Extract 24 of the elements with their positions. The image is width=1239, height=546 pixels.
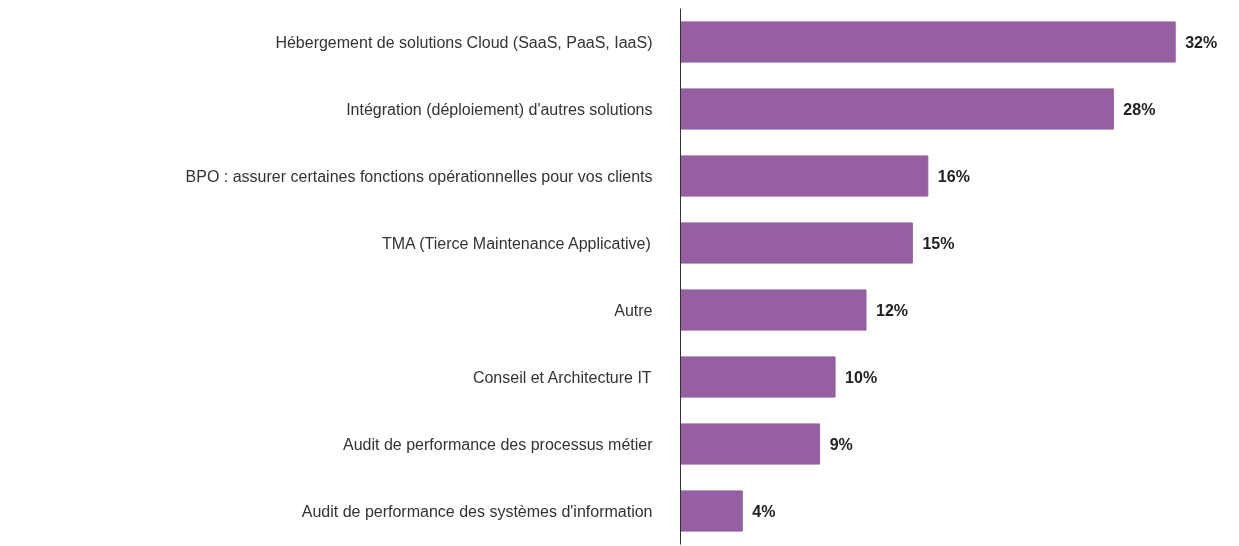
y-tick-label: Intégration (déploiement) d'autres solutions: [346, 100, 653, 118]
bar: [680, 490, 743, 532]
data-label: 4%: [752, 502, 776, 520]
y-tick-label: Hébergement de solutions Cloud (SaaS, PaaS, IaaS): [275, 33, 653, 51]
data-label: 15%: [922, 234, 955, 252]
bar: [680, 21, 1176, 63]
y-tick-label: Audit de performance des processus métier: [343, 435, 654, 453]
data-label: 32%: [1185, 33, 1218, 51]
y-tick-label: Autre: [614, 301, 653, 319]
bar: [680, 222, 913, 264]
bar: [680, 155, 929, 197]
y-tick-label: Conseil et Architecture IT: [472, 368, 652, 386]
data-label: 28%: [1123, 100, 1156, 118]
bar: [680, 356, 836, 398]
data-label: 10%: [845, 368, 878, 386]
bar: [680, 423, 821, 465]
data-label: 12%: [876, 301, 909, 319]
y-tick-label: TMA (Tierce Maintenance Applicative): [381, 234, 651, 252]
bar: [680, 289, 867, 331]
data-label: 16%: [937, 167, 970, 185]
bar: [680, 88, 1114, 130]
data-label: 9%: [829, 435, 853, 453]
y-tick-label: Audit de performance des systèmes d'information: [301, 502, 653, 520]
y-tick-label: BPO : assurer certaines fonctions opérationnelles pour vos clients: [185, 167, 653, 185]
